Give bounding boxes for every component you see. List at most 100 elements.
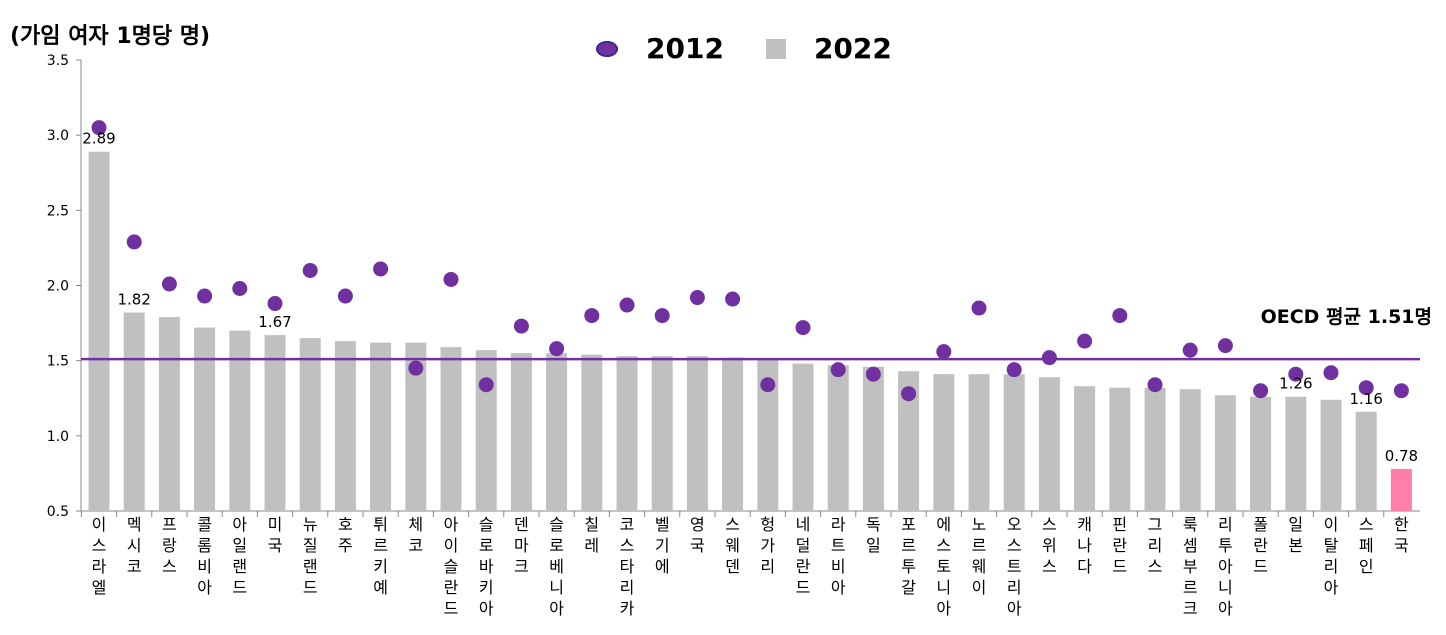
bar-2022: [827, 365, 849, 511]
dot-2012: [936, 344, 952, 360]
y-tick-label: 2.5: [47, 203, 69, 219]
dot-2012: [1112, 308, 1128, 324]
bar-2022: [1214, 395, 1236, 511]
bar-2022: [792, 363, 814, 511]
data-label: 2.89: [82, 130, 115, 148]
bar-2022: [1003, 374, 1025, 511]
dot-2012: [126, 234, 142, 250]
bar-2022: [1355, 411, 1377, 511]
bar-2022: [229, 330, 251, 511]
dot-2012: [1323, 365, 1339, 381]
bar-2022: [1390, 468, 1412, 511]
dot-2012: [1077, 333, 1093, 349]
dot-2012: [1147, 377, 1163, 393]
bar-2022: [616, 356, 638, 511]
unit-label: (가임 여자 1명당 명): [10, 24, 211, 49]
bar-2022: [757, 359, 779, 511]
dot-2012: [795, 320, 811, 336]
dot-2012: [337, 288, 353, 304]
bar-2022: [1074, 386, 1096, 511]
dot-2012: [725, 291, 741, 307]
bar-2022: [581, 354, 603, 511]
y-tick-label: 3.0: [47, 128, 69, 144]
bar-2022: [123, 312, 145, 511]
bar-2022: [334, 341, 356, 511]
y-tick-label: 1.5: [47, 354, 69, 370]
dot-2012: [443, 271, 459, 287]
legend-marker-2012: [596, 40, 618, 57]
bar-2022: [440, 347, 462, 511]
dot-2012: [408, 360, 424, 376]
data-label: 1.16: [1349, 390, 1382, 408]
data-label: 0.78: [1385, 447, 1418, 465]
bar-2022: [898, 371, 920, 511]
dot-2012: [267, 296, 283, 312]
bar-2022: [1144, 387, 1166, 511]
dot-2012: [1041, 350, 1057, 366]
dot-2012: [373, 261, 389, 277]
legend: 2012 2022: [596, 32, 934, 65]
dot-2012: [513, 318, 529, 334]
dot-2012: [1217, 338, 1233, 354]
dot-2012: [584, 308, 600, 324]
dot-2012: [91, 120, 107, 136]
y-tick-label: 0.5: [47, 504, 69, 520]
bar-2022: [194, 327, 216, 511]
dot-2012: [865, 366, 881, 382]
legend-label-2012: 2012: [646, 32, 724, 65]
bar-2022: [1250, 396, 1272, 511]
bar-2022: [968, 374, 990, 511]
y-tick-label: 3.5: [47, 53, 69, 69]
dot-2012: [232, 281, 248, 297]
bar-2022: [686, 356, 708, 511]
bar-2022: [370, 342, 392, 511]
dot-2012: [830, 362, 846, 378]
bar-2022: [510, 353, 532, 511]
bar-2022: [933, 374, 955, 511]
legend-marker-2022: [765, 38, 786, 59]
dot-2012: [478, 377, 494, 393]
bar-2022: [158, 317, 180, 511]
bar-2022: [264, 335, 286, 511]
bar-2022: [1320, 399, 1342, 511]
bar-2022: [88, 151, 110, 511]
data-label: 1.67: [258, 313, 291, 331]
dot-2012: [689, 290, 705, 306]
dot-2012: [1393, 383, 1409, 399]
dot-2012: [654, 308, 670, 324]
bar-2022: [475, 350, 497, 511]
dot-2012: [1006, 362, 1022, 378]
oecd-average-label: OECD 평균 1.51명: [1261, 306, 1432, 328]
bar-2022: [1285, 396, 1307, 511]
y-tick-label: 2.0: [47, 279, 69, 295]
dot-2012: [1288, 366, 1304, 382]
